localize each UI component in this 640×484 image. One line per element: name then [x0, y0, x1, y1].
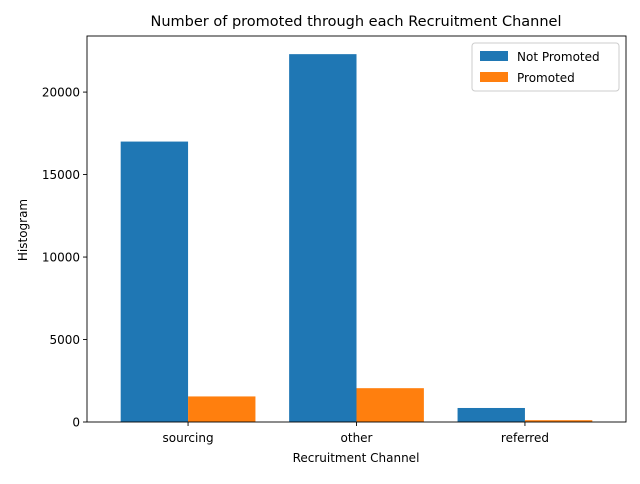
- legend-swatch: [480, 72, 508, 82]
- y-axis-label: Histogram: [16, 199, 30, 261]
- legend: Not Promoted Promoted: [471, 42, 620, 92]
- bars-layer: [120, 54, 593, 423]
- axes-layer: 0 5000 10000 15000 20000 sourcing other referre…: [42, 35, 627, 445]
- legend-swatch: [480, 51, 508, 61]
- x-tick-label: referred: [501, 431, 549, 445]
- chart-title: Number of promoted through each Recruitm…: [151, 14, 562, 30]
- y-tick-label: 20000: [42, 86, 80, 100]
- bar-referred-not-promoted: [457, 407, 525, 422]
- legend-box: [471, 42, 620, 92]
- bar-other-not-promoted: [289, 54, 357, 423]
- y-tick-label: 0: [72, 416, 80, 430]
- legend-label: Not Promoted: [517, 50, 600, 64]
- bar-sourcing-promoted: [188, 396, 256, 422]
- x-axis-label: Recruitment Channel: [293, 451, 420, 465]
- y-tick-label: 15000: [42, 168, 80, 182]
- y-tick-label: 5000: [49, 333, 80, 347]
- x-tick-label: sourcing: [163, 431, 214, 445]
- x-tick-label: other: [341, 431, 373, 445]
- bar-other-promoted: [356, 388, 424, 422]
- legend-label: Promoted: [517, 71, 575, 85]
- bar-referred-promoted: [524, 420, 593, 422]
- bar-sourcing-not-promoted: [120, 141, 189, 422]
- y-tick-label: 10000: [42, 251, 80, 265]
